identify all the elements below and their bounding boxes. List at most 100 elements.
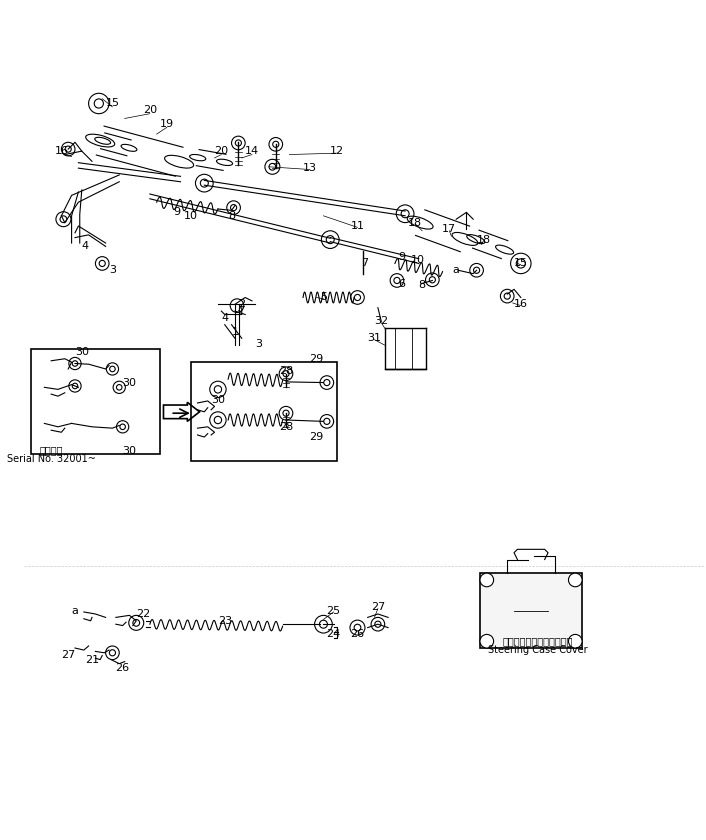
Text: 20: 20	[143, 105, 157, 115]
Text: 20: 20	[215, 146, 229, 156]
Bar	[31, 349, 160, 454]
Text: 26: 26	[350, 629, 364, 639]
Text: 25: 25	[327, 606, 341, 616]
Text: 29: 29	[309, 432, 324, 442]
Circle shape	[469, 264, 484, 277]
Text: 15: 15	[105, 98, 119, 108]
Text: 30: 30	[75, 347, 89, 357]
Text: 19: 19	[160, 119, 174, 129]
Text: 6: 6	[398, 279, 405, 289]
Circle shape	[396, 205, 414, 223]
Text: 18: 18	[408, 218, 422, 228]
Text: 11: 11	[350, 221, 364, 231]
Circle shape	[60, 216, 67, 223]
Text: 26: 26	[116, 664, 130, 674]
Text: 24: 24	[326, 629, 341, 639]
Circle shape	[273, 141, 279, 147]
Text: 5: 5	[320, 292, 327, 302]
Circle shape	[232, 136, 245, 150]
Circle shape	[480, 634, 493, 648]
Circle shape	[394, 277, 400, 284]
Circle shape	[196, 174, 213, 192]
Circle shape	[516, 259, 525, 268]
Text: 30: 30	[122, 377, 136, 387]
Text: 12: 12	[330, 146, 344, 156]
Text: Steering Case Cover: Steering Case Cover	[488, 645, 587, 655]
Text: 17: 17	[442, 224, 456, 234]
Text: 30: 30	[122, 446, 136, 455]
Circle shape	[350, 620, 365, 635]
Text: 29: 29	[309, 354, 324, 364]
Text: 1: 1	[232, 327, 239, 337]
Text: 9: 9	[174, 207, 181, 218]
Circle shape	[371, 617, 385, 631]
Circle shape	[283, 370, 289, 377]
Circle shape	[510, 253, 531, 274]
Circle shape	[375, 621, 381, 627]
Text: 8: 8	[419, 281, 426, 291]
Circle shape	[89, 93, 109, 113]
Text: 2: 2	[238, 299, 245, 309]
Circle shape	[320, 415, 334, 428]
Circle shape	[116, 385, 122, 390]
Circle shape	[227, 201, 241, 214]
Text: Serial No. 32001~: Serial No. 32001~	[7, 454, 95, 465]
Ellipse shape	[452, 233, 478, 245]
Ellipse shape	[217, 160, 232, 165]
Text: 32: 32	[374, 317, 388, 326]
Circle shape	[231, 205, 237, 211]
Circle shape	[480, 573, 493, 587]
Circle shape	[568, 634, 582, 648]
Circle shape	[113, 381, 126, 393]
Circle shape	[109, 649, 116, 656]
Circle shape	[235, 140, 241, 146]
Circle shape	[230, 299, 244, 312]
Circle shape	[61, 142, 75, 156]
Circle shape	[106, 646, 119, 659]
Circle shape	[128, 616, 144, 630]
Text: 28: 28	[279, 366, 293, 376]
Circle shape	[65, 146, 71, 152]
Text: 27: 27	[371, 602, 385, 612]
Text: 27: 27	[61, 650, 76, 660]
Text: 16: 16	[54, 146, 68, 156]
Circle shape	[265, 160, 280, 174]
Circle shape	[326, 236, 334, 244]
Circle shape	[354, 624, 361, 631]
Text: 3: 3	[256, 339, 262, 349]
Circle shape	[568, 573, 582, 587]
Circle shape	[69, 380, 81, 392]
Circle shape	[401, 210, 409, 218]
Bar	[480, 573, 582, 648]
Circle shape	[504, 293, 510, 299]
Circle shape	[354, 294, 361, 301]
Text: ステアリングケースカバー: ステアリングケースカバー	[503, 636, 573, 646]
Circle shape	[56, 212, 71, 227]
Ellipse shape	[164, 155, 193, 168]
Circle shape	[283, 410, 289, 417]
Circle shape	[319, 620, 328, 628]
Circle shape	[320, 375, 334, 390]
Circle shape	[324, 380, 330, 386]
Circle shape	[269, 138, 282, 151]
Text: 16: 16	[514, 299, 528, 309]
Circle shape	[69, 357, 81, 370]
Text: 4: 4	[221, 312, 228, 323]
Text: 3: 3	[109, 265, 116, 276]
Circle shape	[107, 363, 119, 375]
Circle shape	[210, 381, 226, 397]
Text: 28: 28	[279, 422, 293, 432]
Circle shape	[201, 179, 208, 187]
Circle shape	[390, 274, 404, 287]
Circle shape	[94, 99, 103, 108]
Circle shape	[315, 616, 333, 633]
Text: 23: 23	[217, 616, 232, 626]
Circle shape	[116, 421, 128, 433]
Text: 9: 9	[398, 252, 405, 261]
Text: 30: 30	[211, 395, 225, 405]
Text: 10: 10	[184, 211, 198, 221]
Circle shape	[269, 164, 276, 171]
Text: 適用号等: 適用号等	[40, 446, 63, 455]
Circle shape	[210, 412, 226, 428]
Bar	[191, 362, 337, 461]
